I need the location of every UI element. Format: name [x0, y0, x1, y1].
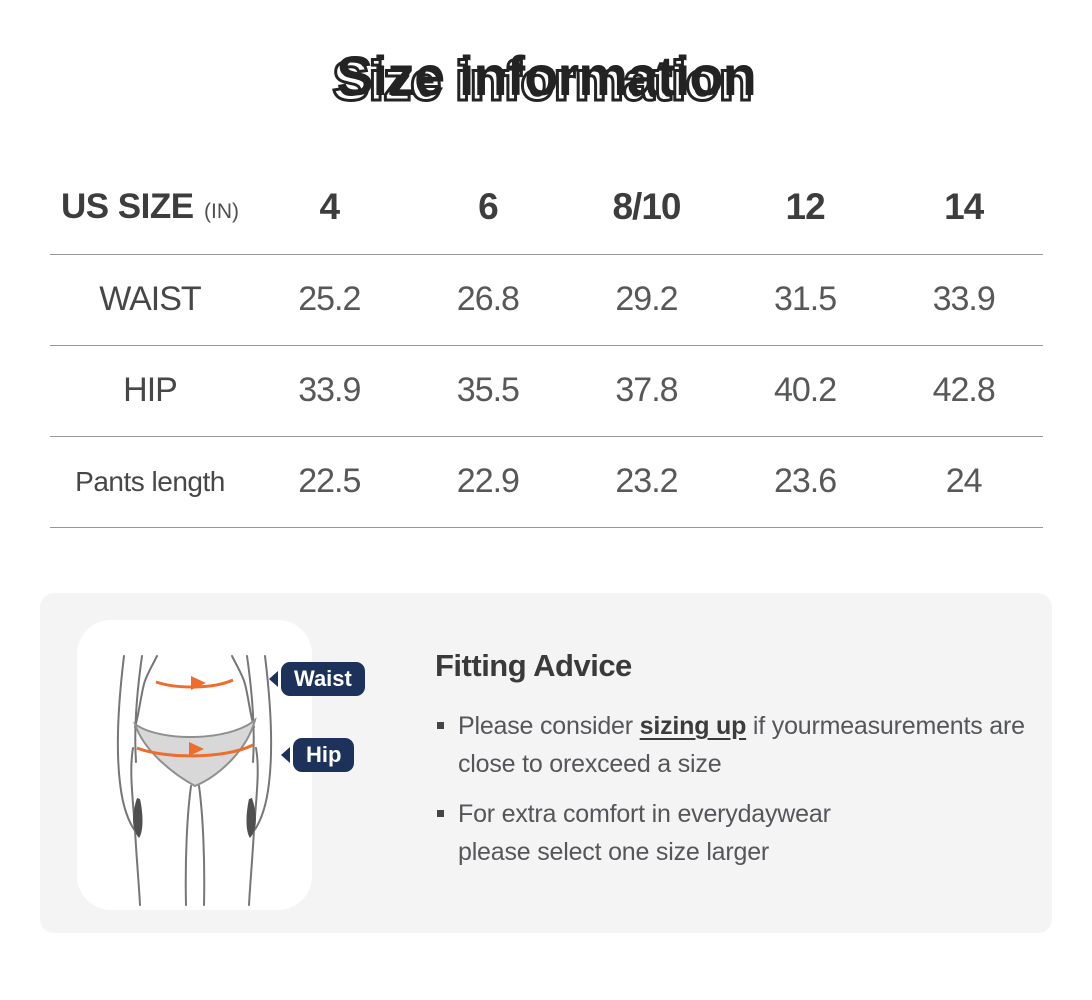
size-column-8-10: 8/10 — [612, 185, 681, 227]
table-cell: 22.9 — [456, 462, 520, 500]
table-cell: 40.2 — [773, 371, 837, 409]
table-cell: 26.8 — [456, 280, 520, 318]
hip-arrow — [136, 742, 254, 758]
table-row-hip: HIP 33.9 35.5 37.8 40.2 42.8 — [50, 345, 1043, 436]
fitting-advice: Fitting Advice Please consider sizing up… — [435, 648, 1045, 883]
hip-label: Hip — [306, 742, 342, 767]
fitting-guide-panel: Waist Hip Fitting Advice Please consider… — [40, 593, 1052, 933]
advice-text: if yourmeasurements are — [746, 712, 1025, 740]
table-cell: 23.6 — [773, 462, 837, 500]
advice-item-comfort: For extra comfort in everydaywear please… — [435, 795, 1045, 871]
fitting-advice-list: Please consider sizing up if yourmeasure… — [435, 707, 1045, 871]
table-row-pants-length: Pants length 22.5 22.9 23.2 23.6 24 — [50, 436, 1043, 527]
unit-label: (IN) — [204, 199, 240, 223]
size-table-header-row: US SIZE (IN) 4 6 8/10 12 14 — [50, 160, 1043, 254]
advice-item-sizing-up: Please consider sizing up if yourmeasure… — [435, 707, 1045, 783]
page-title: Size information Size information — [0, 48, 1092, 111]
sizing-up-link[interactable]: sizing up — [639, 712, 747, 740]
left-hand — [133, 798, 143, 838]
page-title-shadow: Size information — [331, 49, 755, 112]
size-column-14: 14 — [944, 185, 984, 227]
table-cell: 31.5 — [773, 280, 837, 318]
advice-text: close to orexceed a size — [458, 750, 722, 778]
measurement-figure-card — [77, 620, 312, 910]
advice-text: please select one size larger — [458, 838, 770, 866]
size-table-header-label: US SIZE (IN) — [50, 160, 250, 254]
table-row-waist: WAIST 25.2 26.8 29.2 31.5 33.9 — [50, 254, 1043, 345]
advice-text: For extra comfort in everydaywear — [458, 800, 831, 828]
size-column-4: 4 — [319, 185, 341, 227]
table-cell: 23.2 — [615, 462, 678, 500]
row-label-waist: WAIST — [99, 280, 201, 318]
table-cell: 42.8 — [932, 371, 996, 409]
row-label-hip: HIP — [123, 371, 178, 409]
waist-arrow — [155, 676, 234, 690]
hip-label-bubble: Hip — [280, 738, 355, 772]
size-column-12: 12 — [785, 185, 826, 227]
us-size-label: US SIZE — [60, 186, 194, 226]
body-figure-illustration — [116, 655, 273, 906]
fitting-advice-heading: Fitting Advice — [435, 648, 632, 683]
table-cell: 35.5 — [456, 371, 520, 409]
table-cell: 33.9 — [298, 371, 361, 409]
row-label-pants-length: Pants length — [75, 465, 225, 497]
table-cell: 37.8 — [615, 371, 678, 409]
size-table: US SIZE (IN) 4 6 8/10 12 14 WAIST 25.2 2… — [50, 160, 1043, 528]
advice-text: Please consider — [458, 712, 640, 740]
table-cell: 33.9 — [932, 280, 996, 318]
right-hand — [246, 798, 256, 838]
table-cell: 24 — [945, 462, 983, 500]
waist-label: Waist — [294, 666, 352, 691]
waist-label-bubble: Waist — [269, 662, 365, 696]
size-column-6: 6 — [478, 185, 499, 227]
table-cell: 22.5 — [298, 462, 361, 500]
page-title-text: Size information — [336, 44, 757, 107]
table-cell: 29.2 — [615, 280, 678, 318]
table-cell: 25.2 — [298, 280, 361, 318]
